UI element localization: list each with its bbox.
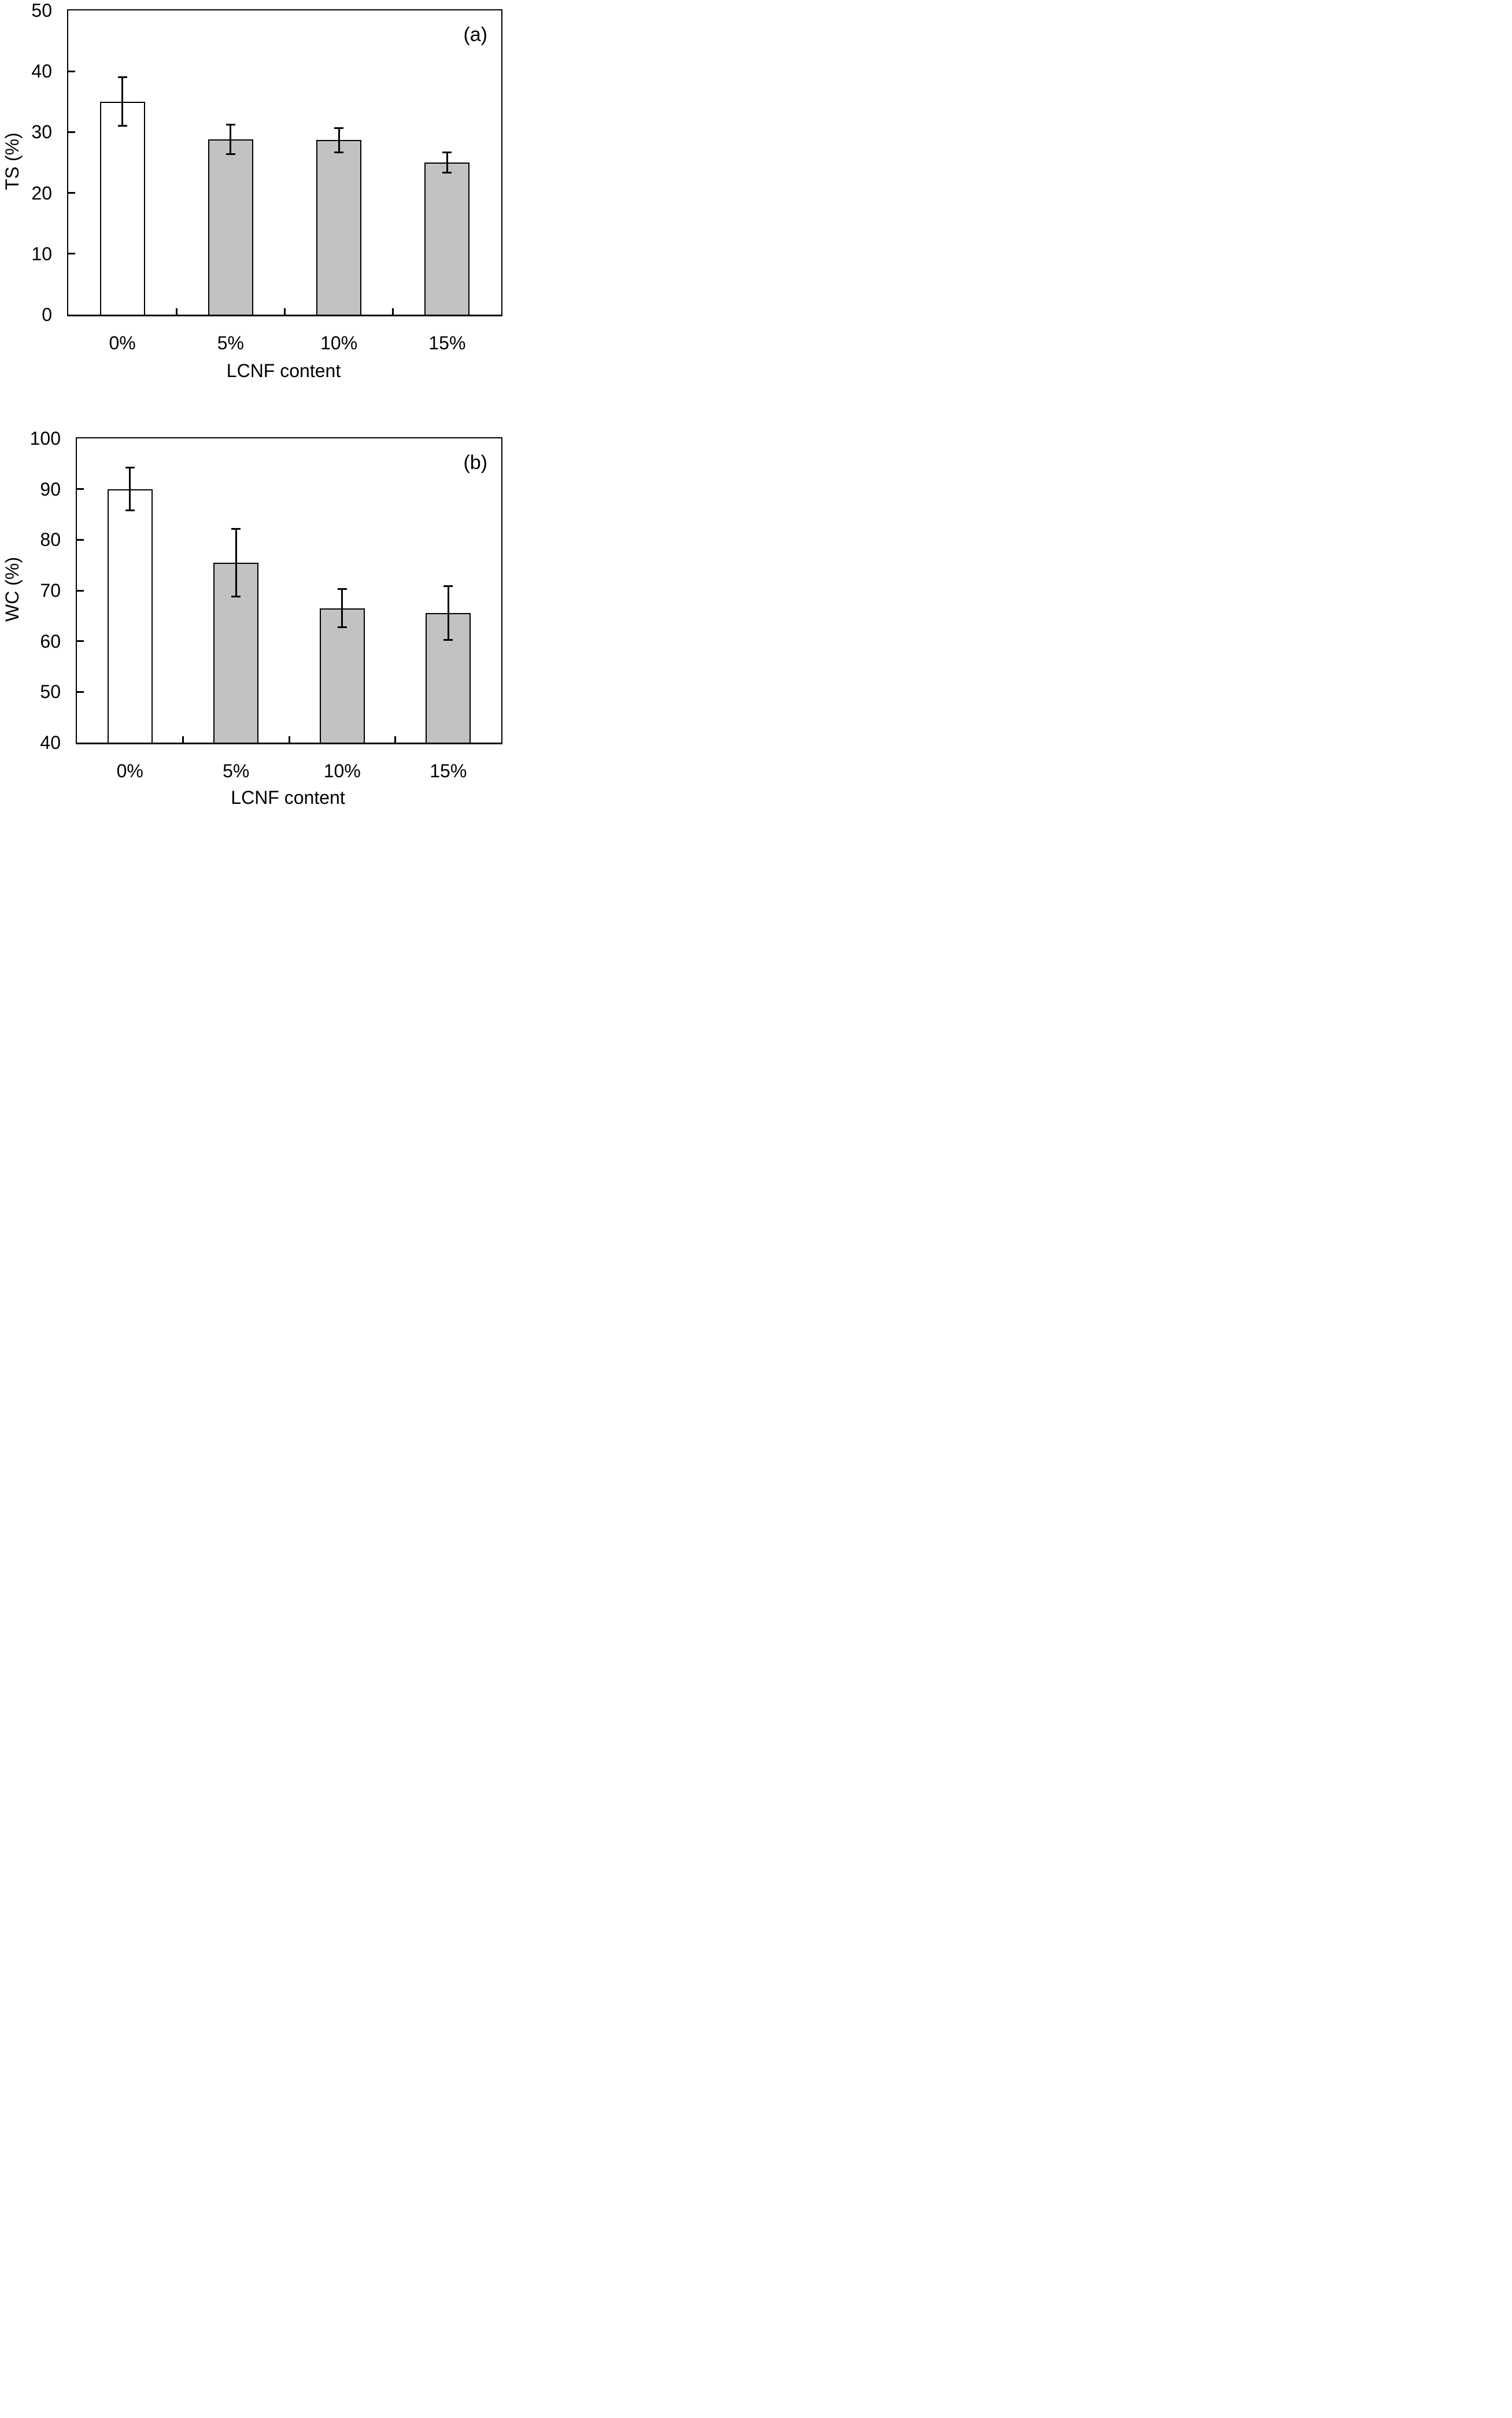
y-tick-label-60: 60 — [40, 630, 61, 652]
x-minor-tick-2 — [284, 308, 286, 315]
bar-15pct — [424, 163, 470, 315]
panel-a-tag: (a) — [463, 24, 487, 46]
error-bar-cap-bottom-0pct — [125, 509, 135, 511]
x-category-label-5pct: 5% — [217, 333, 244, 353]
x-minor-tick-3 — [394, 736, 396, 743]
error-bar-cap-top-10pct — [334, 127, 344, 129]
error-bar-cap-bottom-5pct — [231, 596, 241, 598]
bar-0pct — [99, 101, 145, 315]
y-tick-label-50: 50 — [40, 681, 61, 703]
error-bar-cap-bottom-5pct — [225, 153, 235, 155]
y-tick-10 — [68, 253, 75, 255]
error-bar-cap-top-0pct — [125, 467, 135, 469]
error-bar-cap-top-15pct — [442, 151, 452, 153]
error-bar-line-10pct — [341, 589, 343, 627]
x-minor-tick-1 — [182, 736, 184, 743]
y-tick-label-0: 0 — [42, 304, 52, 325]
y-tick-label-20: 20 — [31, 182, 52, 204]
plot-area-a: (a) 0 10 20 30 40 50 0% 5% 10% 15% — [31, 0, 502, 353]
y-tick-label-100: 100 — [29, 428, 61, 449]
y-tick-60 — [77, 640, 84, 643]
y-tick-label-40: 40 — [40, 732, 61, 753]
plot-area-b: (b) 40 50 60 70 80 90 100 0% 5% 10% 15% — [30, 428, 502, 781]
x-category-label-0pct: 0% — [109, 333, 136, 353]
panel-b-tag: (b) — [463, 452, 487, 474]
error-bar-line-15pct — [446, 152, 448, 173]
error-bar-cap-top-5pct — [225, 124, 235, 126]
error-bar-line-5pct — [230, 124, 232, 154]
x-minor-tick-1 — [175, 308, 178, 315]
error-bar-line-15pct — [447, 586, 449, 640]
y-tick-70 — [77, 589, 84, 592]
y-tick-90 — [77, 488, 84, 490]
error-bar-line-10pct — [338, 128, 340, 153]
y-tick-20 — [68, 192, 75, 194]
y-tick-label-80: 80 — [40, 529, 61, 551]
x-category-label-15pct: 15% — [430, 761, 467, 781]
error-bar-cap-top-0pct — [117, 76, 127, 79]
error-bar-cap-bottom-10pct — [337, 626, 347, 629]
bar-10pct — [319, 608, 365, 743]
x-minor-tick-3 — [392, 308, 394, 315]
error-bar-cap-bottom-15pct — [443, 639, 453, 641]
error-bar-cap-bottom-0pct — [117, 125, 127, 127]
error-bar-cap-top-10pct — [337, 588, 347, 590]
bar-10pct — [316, 140, 362, 315]
y-tick-label-10: 10 — [31, 243, 52, 264]
x-category-label-0pct: 0% — [116, 761, 143, 781]
x-category-label-5pct: 5% — [223, 761, 250, 781]
y-tick-label-90: 90 — [40, 478, 61, 500]
bar-0pct — [107, 489, 153, 743]
x-category-label-15pct: 15% — [428, 333, 466, 353]
x-category-label-10pct: 10% — [323, 761, 361, 781]
error-bar-cap-bottom-15pct — [442, 172, 452, 174]
bar-5pct — [208, 139, 253, 315]
error-bar-line-0pct — [121, 77, 124, 126]
y-tick-label-70: 70 — [40, 580, 61, 601]
y-tick-40 — [68, 70, 75, 72]
error-bar-cap-bottom-10pct — [334, 151, 344, 153]
error-bar-line-5pct — [235, 529, 237, 597]
x-axis-title-b: LCNF content — [231, 787, 345, 806]
y-tick-50 — [77, 691, 84, 693]
error-bar-cap-top-15pct — [443, 585, 453, 588]
figure-two-panel-bar-chart: TS (%) (a) 0 10 20 30 40 50 0% 5% 10% 15% LCNF co… — [0, 0, 504, 806]
y-tick-label-50: 50 — [31, 0, 52, 21]
x-axis-title-a: LCNF content — [226, 360, 341, 381]
x-minor-tick-2 — [288, 736, 290, 743]
y-tick-30 — [68, 131, 75, 133]
y-tick-label-30: 30 — [31, 121, 52, 143]
x-category-label-10pct: 10% — [320, 333, 358, 353]
error-bar-line-0pct — [129, 467, 131, 511]
error-bar-cap-top-5pct — [231, 527, 241, 530]
y-tick-80 — [77, 538, 84, 541]
y-tick-label-40: 40 — [31, 61, 52, 82]
